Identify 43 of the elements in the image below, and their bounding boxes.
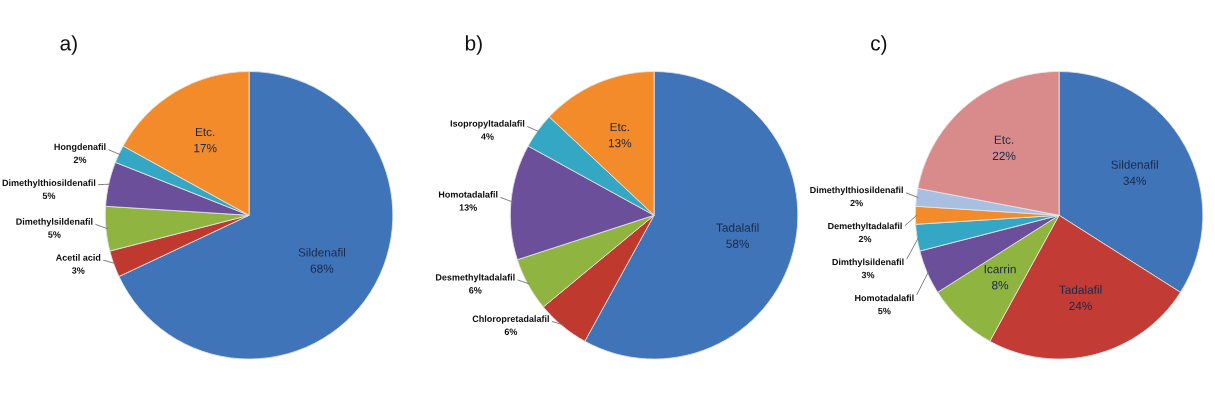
slice-label: Dimethylthiosildenafil	[810, 186, 903, 195]
slice-label: Tadalafil	[716, 223, 759, 232]
data-label: 2%	[858, 235, 872, 243]
data-label: 13%	[608, 138, 632, 148]
slice-label: Desmethyltadalafil	[435, 273, 515, 283]
slice-label: Etc.	[994, 135, 1014, 144]
slice-label: Sildenafil	[1111, 160, 1158, 169]
data-label: 68%	[310, 264, 334, 273]
data-label: 5%	[42, 192, 56, 199]
chart-title: c)	[871, 35, 887, 55]
data-label: 2%	[73, 156, 87, 163]
data-label: 22%	[992, 151, 1016, 160]
data-label: 4%	[481, 133, 494, 140]
slice-label: Tadalafil	[1059, 285, 1102, 294]
slice-label: Chloropretadalafil	[472, 315, 549, 324]
data-label: 13%	[459, 204, 477, 211]
data-label: 34%	[1123, 176, 1147, 185]
slice-label: Etc.	[610, 122, 629, 132]
chart-title: a)	[60, 35, 77, 55]
slice-label: Homotadalafil	[438, 191, 498, 198]
slice-label: Homotadalafil	[855, 294, 914, 302]
slice-label: Demethyltadalafil	[828, 222, 902, 231]
data-label: 6%	[469, 287, 482, 294]
slice-label: Hongdenafil	[54, 143, 106, 152]
data-label: 2%	[850, 199, 863, 207]
slice-label: Isopropyltadalafil	[450, 120, 525, 129]
chart-title: b)	[465, 35, 482, 55]
slice-label: Sildenafil	[298, 247, 346, 257]
data-label: 6%	[504, 328, 518, 335]
slice-label: Dimthylsildenafil	[832, 258, 904, 267]
data-label: 58%	[726, 239, 750, 248]
data-label: 3%	[71, 267, 85, 274]
slice-label: Dimethylsildenafil	[16, 218, 93, 227]
data-label: 24%	[1069, 301, 1092, 311]
slice-label: Acetil acid	[55, 254, 101, 261]
data-label: 8%	[992, 281, 1009, 290]
data-label: 5%	[878, 307, 891, 315]
slice-label: Dimethylthiosildenafil	[2, 179, 96, 188]
data-label: 17%	[194, 143, 217, 153]
data-label: 5%	[48, 231, 61, 238]
slice-label: Etc.	[195, 127, 215, 137]
data-label: 3%	[861, 271, 875, 279]
slice-label: Icarrin	[984, 264, 1016, 274]
